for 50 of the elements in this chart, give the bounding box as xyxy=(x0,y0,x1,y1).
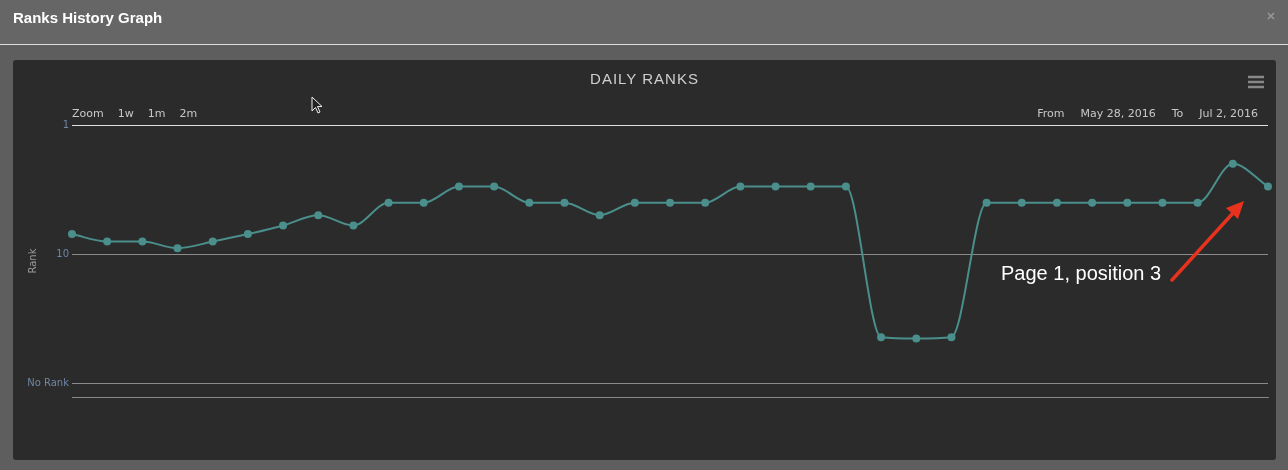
y-tick-label: No Rank xyxy=(27,376,70,388)
point xyxy=(208,237,217,246)
point xyxy=(279,221,288,230)
text: 1m xyxy=(147,107,166,120)
text: 2m xyxy=(179,107,198,120)
point xyxy=(419,198,428,207)
point xyxy=(173,244,182,253)
point xyxy=(490,182,499,191)
point xyxy=(1017,198,1026,207)
point xyxy=(982,198,991,207)
point xyxy=(314,211,323,220)
y-axis-title: Rank xyxy=(26,248,38,274)
annotation: Page 1, position 3 xyxy=(1001,262,1162,285)
chart-subtitle: DAILY RANKS xyxy=(589,70,700,87)
point xyxy=(560,198,569,207)
chart-title: Ranks History Graph xyxy=(13,9,163,26)
point xyxy=(806,182,815,191)
point xyxy=(771,182,780,191)
point xyxy=(1088,198,1097,207)
point xyxy=(947,333,956,342)
point xyxy=(1228,159,1237,168)
point xyxy=(349,221,358,230)
point xyxy=(525,198,534,207)
text: To xyxy=(1171,107,1184,120)
point xyxy=(877,333,886,342)
point xyxy=(595,211,604,220)
point xyxy=(243,230,252,239)
point xyxy=(103,237,112,246)
point xyxy=(630,198,639,207)
point xyxy=(1264,182,1272,191)
y-tick-label: 10 xyxy=(56,247,69,259)
point xyxy=(1123,198,1132,207)
point xyxy=(68,230,76,239)
point xyxy=(666,198,674,207)
y-tick-label: 1 xyxy=(62,118,69,130)
point xyxy=(1193,198,1202,207)
point xyxy=(138,237,147,246)
point xyxy=(736,182,745,191)
text: May 28, 2016 xyxy=(1080,107,1156,120)
point xyxy=(841,182,850,191)
text: 1w xyxy=(117,107,134,120)
point xyxy=(384,198,393,207)
point xyxy=(1052,198,1061,207)
text: Jul 2, 2016 xyxy=(1199,107,1258,120)
point xyxy=(701,198,710,207)
point xyxy=(912,334,921,343)
point xyxy=(454,182,463,191)
point xyxy=(1158,198,1167,207)
text: From xyxy=(1037,107,1065,120)
text: Zoom xyxy=(72,107,104,120)
